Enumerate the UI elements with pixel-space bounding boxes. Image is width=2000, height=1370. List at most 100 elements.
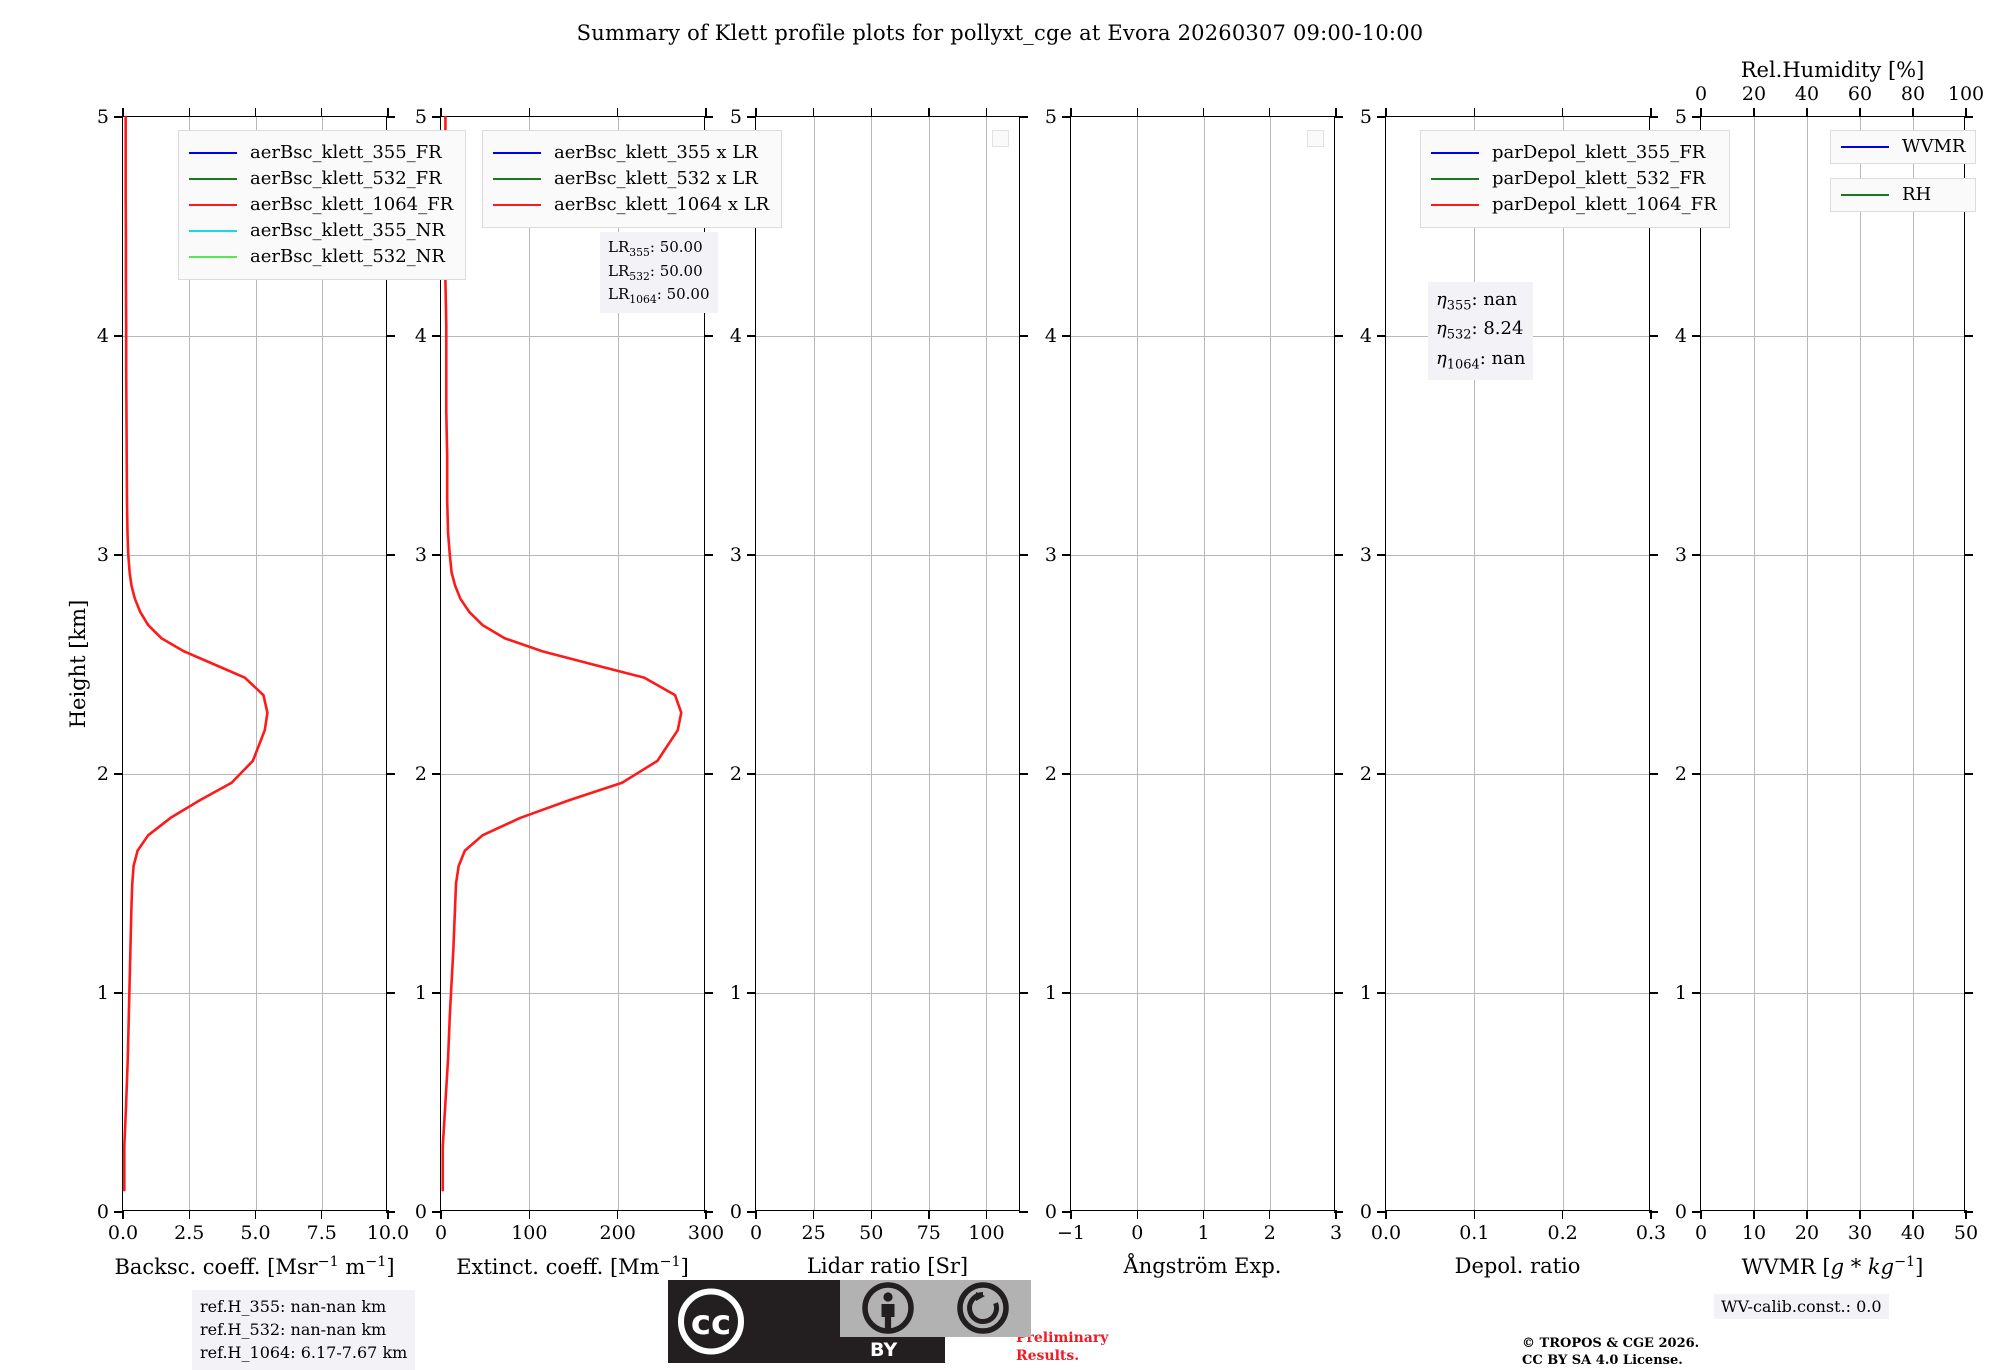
y-tick-right [1019, 335, 1028, 337]
y-tick [114, 992, 123, 994]
annotation-line: LR1064: 50.00 [608, 285, 710, 307]
y-tick-right [1964, 116, 1973, 118]
x-tick [616, 1210, 619, 1219]
data-curves-panel-6 [1701, 117, 1966, 1212]
legend-entry[interactable]: aerBsc_klett_355 x LR [493, 140, 769, 166]
legend-entry[interactable]: aerBsc_klett_355_NR [189, 218, 453, 244]
x-tick-label: 5.0 [240, 1222, 271, 1244]
legend-entry[interactable]: aerBsc_klett_532_FR [189, 166, 453, 192]
x-axis-caption-panel-4: Ångström Exp. [1123, 1254, 1282, 1278]
y-tick-right [386, 992, 395, 994]
gridline-vertical [1754, 117, 1755, 1210]
legend-entry[interactable]: aerBsc_klett_532_NR [189, 244, 453, 270]
svg-text:cc: cc [691, 1303, 731, 1343]
x-tick [1202, 1210, 1205, 1219]
y-tick-right [1649, 992, 1658, 994]
gridline-horizontal [1071, 993, 1334, 994]
x-tick-top [1202, 108, 1205, 117]
x-tick-label: 200 [599, 1222, 636, 1244]
y-tick-label: 1 [1044, 982, 1057, 1004]
legend-entry[interactable]: parDepol_klett_355_FR [1431, 140, 1717, 166]
y-tick [747, 773, 756, 775]
legend-color-swatch [1431, 204, 1479, 206]
cc-icon: cc [678, 1288, 744, 1355]
y-tick-label: 4 [1359, 325, 1372, 347]
gridline-vertical [529, 117, 531, 1210]
x-tick-top [870, 108, 872, 117]
legend-entry[interactable]: aerBsc_klett_532 x LR [493, 166, 769, 192]
y-tick-label: 4 [414, 325, 427, 347]
y-tick [747, 116, 756, 118]
y-tick-right [1649, 554, 1658, 556]
x-tick-label: 50 [1953, 1222, 1979, 1244]
y-tick-right [1019, 554, 1028, 556]
copyright-line-1: © TROPOS & CGE 2026. [1522, 1336, 1700, 1351]
y-axis-title: Height [km] [66, 599, 90, 729]
ref-h-1064: ref.H_1064: 6.17-7.67 km [200, 1343, 408, 1363]
gridline-horizontal [756, 555, 1019, 556]
top-x-tick-label: 0 [1694, 83, 1708, 105]
data-curves-panel-4 [1071, 117, 1336, 1212]
gridline-vertical [1860, 117, 1861, 1210]
y-tick [432, 992, 441, 994]
x-tick [1385, 1210, 1387, 1219]
y-tick [1062, 554, 1071, 556]
legend-entry[interactable]: RH [1830, 178, 1977, 212]
y-tick-right [704, 992, 713, 994]
legend-label: aerBsc_klett_1064_FR [250, 194, 454, 215]
y-tick-label: 1 [414, 982, 427, 1004]
x-tick-top [812, 108, 815, 117]
x-tick [985, 1210, 988, 1219]
legend-entry[interactable]: aerBsc_klett_1064 x LR [493, 192, 769, 218]
top-x-tick [1753, 108, 1755, 117]
gridline-horizontal [123, 336, 386, 337]
data-curves-panel-1 [123, 115, 269, 1192]
x-tick [1335, 1210, 1337, 1219]
y-tick-right [1019, 116, 1028, 118]
x-tick-top [188, 108, 190, 117]
legend-color-swatch [1841, 146, 1889, 148]
gridline-horizontal [441, 993, 704, 994]
x-tick-label: 10.0 [366, 1222, 410, 1244]
x-tick-label: 7.5 [306, 1222, 337, 1244]
x-tick-top [1650, 108, 1652, 117]
y-tick [747, 992, 756, 994]
y-tick-right [386, 554, 395, 556]
x-tick-label: 50 [859, 1222, 884, 1244]
y-tick-label: 3 [1674, 544, 1687, 566]
top-x-tick [1700, 108, 1702, 117]
x-tick [1753, 1210, 1755, 1219]
x-tick-top [1136, 108, 1138, 117]
y-tick-right [1964, 554, 1973, 556]
gridline-horizontal [1386, 555, 1649, 556]
legend-label: WVMR [1902, 136, 1966, 157]
y-tick-label: 0 [729, 1201, 742, 1223]
y-tick [1377, 116, 1386, 118]
gridline-horizontal [123, 555, 386, 556]
top-x-tick-label: 60 [1847, 83, 1873, 105]
x-axis-caption-panel-5: Depol. ratio [1454, 1254, 1581, 1278]
gridline-horizontal [441, 336, 704, 337]
legend-entry[interactable]: aerBsc_klett_355_FR [189, 140, 453, 166]
y-tick-label: 3 [414, 544, 427, 566]
y-tick [432, 116, 441, 118]
legend-entry[interactable]: aerBsc_klett_1064_FR [189, 192, 453, 218]
x-tick [122, 1210, 124, 1219]
y-tick [1377, 992, 1386, 994]
annotation-line: η532: 8.24 [1436, 318, 1524, 343]
gridline-vertical [813, 117, 815, 1210]
x-tick [870, 1210, 872, 1219]
y-tick-right [1649, 773, 1658, 775]
copyright-line-2: CC BY SA 4.0 License. [1522, 1352, 1683, 1368]
y-tick-label: 0 [414, 1201, 427, 1223]
x-axis-caption-panel-3: Lidar ratio [Sr] [806, 1254, 969, 1278]
y-tick-label: 0 [1359, 1201, 1372, 1223]
x-tick [1859, 1210, 1861, 1219]
legend-entry[interactable]: WVMR [1830, 130, 1977, 164]
legend-entry[interactable]: parDepol_klett_532_FR [1431, 166, 1717, 192]
x-tick-label: 0 [1131, 1222, 1144, 1244]
ref-h-532: ref.H_532: nan-nan km [200, 1320, 387, 1340]
y-tick-label: 4 [1044, 325, 1057, 347]
legend-entry[interactable]: parDepol_klett_1064_FR [1431, 192, 1717, 218]
y-tick-right [1019, 1211, 1028, 1213]
